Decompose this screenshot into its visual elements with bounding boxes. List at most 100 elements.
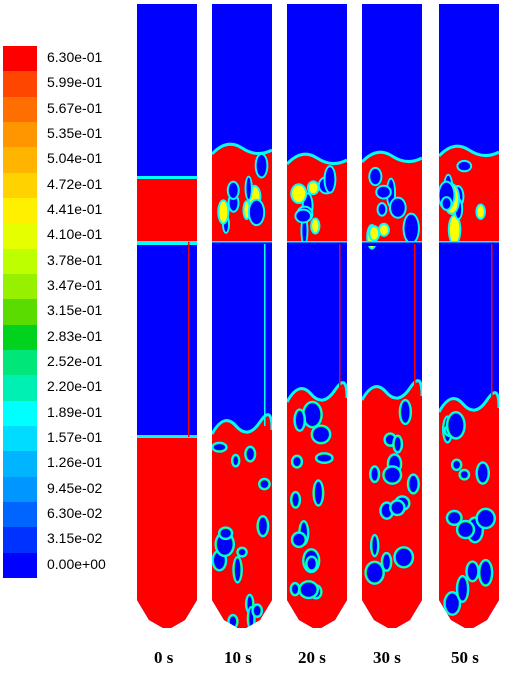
legend-swatch [3, 502, 37, 528]
legend-swatch [3, 198, 37, 224]
bubble [228, 182, 238, 198]
bubble [385, 434, 395, 445]
bubble [308, 182, 318, 194]
inlet [240, 632, 244, 640]
bubble [325, 167, 335, 192]
bubble [292, 185, 306, 203]
column-20s [287, 4, 347, 640]
legend-tick-label: 5.04e-01 [47, 150, 103, 167]
lower-bed [287, 382, 347, 628]
distributor-plate [287, 242, 347, 246]
bubble [378, 204, 386, 215]
bubble [229, 616, 237, 627]
legend-tick-label: 2.20e-01 [47, 378, 103, 395]
legend-swatch [3, 147, 37, 174]
inlet [467, 632, 471, 640]
legend-swatch [3, 426, 37, 452]
bubble [370, 227, 379, 240]
bubble [460, 471, 468, 479]
legend-tick-label: 1.26e-01 [47, 454, 103, 471]
legend-tick-label: 9.45e-02 [47, 479, 103, 496]
bubble [477, 463, 488, 483]
legend-tick-label: 4.10e-01 [47, 226, 103, 243]
bed-interface [212, 413, 272, 435]
inlet [238, 628, 246, 640]
bubble [445, 593, 459, 614]
contour-field [439, 4, 499, 640]
bed-interface [212, 142, 272, 156]
distributor-plate [362, 242, 422, 246]
time-label-10s: 10 s [224, 648, 252, 667]
legend-tick-label: 5.67e-01 [47, 99, 103, 116]
feed-pipe [414, 244, 416, 392]
distributor-plate [439, 241, 499, 243]
bubble [292, 584, 298, 594]
bubble [370, 168, 381, 185]
legend-swatch [3, 375, 37, 402]
bubble [213, 444, 226, 451]
column-30s [362, 4, 422, 640]
legend-swatch [3, 527, 37, 554]
bubble [377, 186, 390, 198]
distributor-plate [212, 241, 272, 243]
legend-tick-label: 0.00e+00 [47, 555, 106, 572]
legend-swatch [3, 172, 37, 199]
bubble [220, 528, 231, 538]
legend-swatch [3, 324, 37, 351]
legend-tick-label: 3.47e-01 [47, 277, 103, 293]
bubble [366, 563, 383, 583]
time-label-20s: 20 s [298, 648, 326, 667]
bubble [391, 501, 404, 514]
bubble [238, 549, 246, 556]
bubble [449, 216, 460, 244]
lower-bed [137, 437, 197, 628]
feed-pipe [188, 242, 190, 437]
bed-interface [137, 435, 197, 438]
bubble [448, 413, 464, 438]
bubble [234, 558, 241, 582]
bubble [371, 467, 378, 481]
bubble [295, 410, 304, 430]
lower-bed [212, 414, 272, 628]
contour-field [137, 4, 197, 640]
bubble [307, 558, 316, 570]
time-label-30s: 30 s [373, 648, 401, 667]
distributor-plate [212, 242, 272, 246]
bubble [313, 427, 329, 442]
legend-swatch [3, 96, 37, 123]
column-10s [212, 4, 272, 640]
feed-pipe [264, 244, 266, 426]
legend-tick-label: 1.57e-01 [47, 429, 103, 445]
feed-pipe [491, 244, 493, 404]
inlet [164, 628, 170, 640]
distributor-plate [287, 241, 347, 243]
bed-interface [137, 176, 197, 179]
inlet [313, 628, 321, 640]
legend-tick-label: 4.41e-01 [47, 201, 103, 217]
time-label-0s: 0 s [154, 648, 174, 667]
distributor-plate [137, 241, 197, 245]
bubble [480, 561, 491, 585]
legend-tick-label: 1.89e-01 [47, 403, 103, 420]
bubble [314, 481, 322, 505]
bubble [312, 219, 319, 233]
bubble [258, 517, 267, 535]
distributor-plate [439, 242, 499, 246]
inlet [388, 628, 396, 640]
legend-tick-label: 3.15e-02 [47, 530, 103, 547]
bubble [256, 154, 267, 177]
bubble [453, 461, 460, 469]
legend-tick-label: 3.78e-01 [47, 251, 103, 268]
bubble [372, 536, 377, 555]
bubble [246, 177, 251, 200]
bubble [401, 401, 410, 423]
bubble [390, 198, 405, 217]
bubble [442, 198, 451, 209]
bed-interface [287, 152, 347, 166]
legend-tick-label: 5.35e-01 [47, 125, 103, 141]
bubble [458, 522, 473, 537]
legend-swatch [3, 274, 37, 300]
bubble [244, 202, 249, 219]
column-50s [439, 4, 499, 640]
bubble [395, 548, 412, 567]
